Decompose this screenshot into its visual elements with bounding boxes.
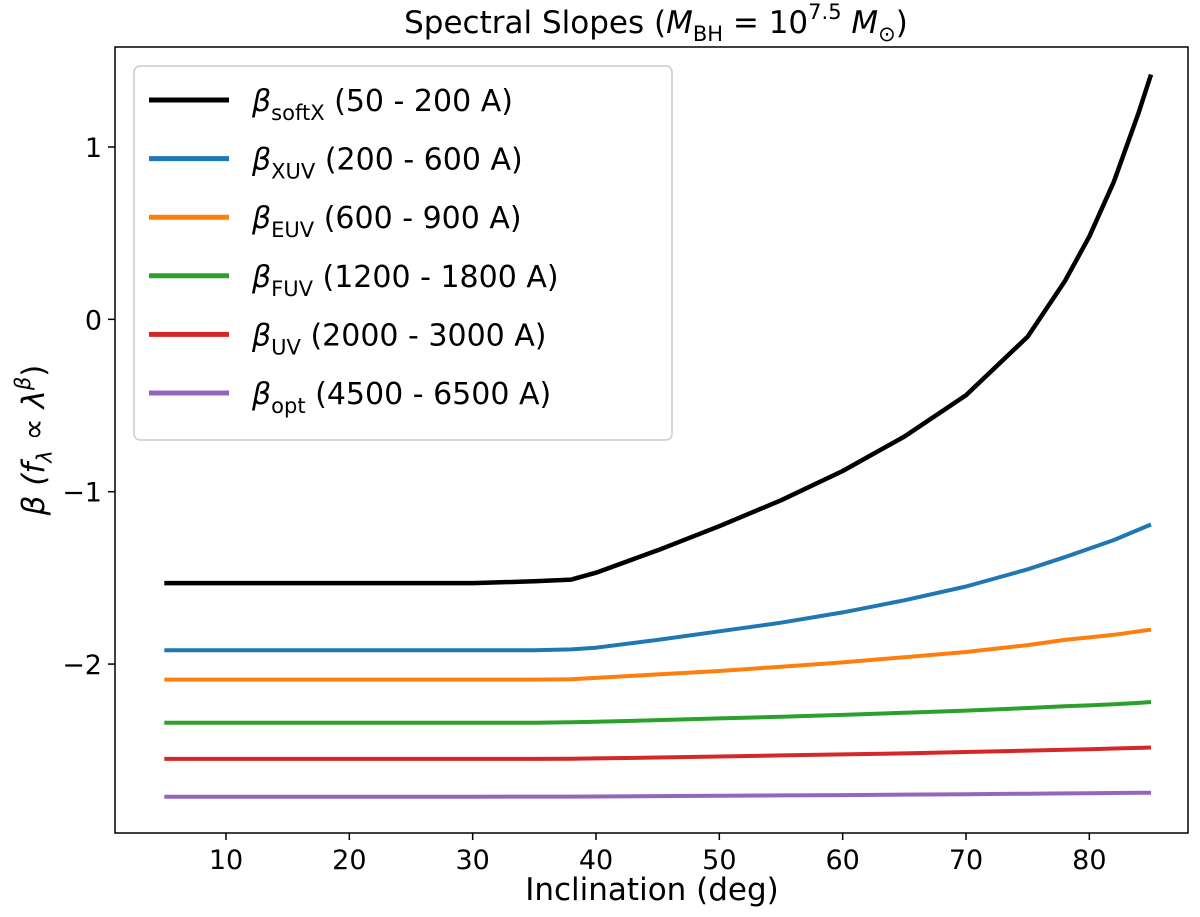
x-tick-label: 40 [579,845,613,876]
x-tick-label: 30 [455,845,489,876]
legend-label-opt: βopt (4500 - 6500 A) [251,377,551,418]
chart-title: Spectral Slopes (MBH = 107.5 M⊙) [404,0,908,46]
title-eq: = 10 [723,5,808,41]
x-axis-ticks: 10 20 30 40 50 60 70 80 [209,833,1107,876]
legend-entries: βsoftX (50 - 200 A) βXUV (200 - 600 A) βEU… [149,84,559,418]
y-tick-label: 1 [85,133,102,164]
series-line-UV [164,745,1152,761]
title-suffix: ) [896,5,908,41]
legend: βsoftX (50 - 200 A) βXUV (200 - 600 A) βEU… [133,65,673,441]
title-unit-sub: ⊙ [878,22,896,46]
title-unit: M [842,5,879,41]
x-tick-label: 20 [332,845,366,876]
series-lines [164,73,1154,799]
legend-label-XUV: βXUV (200 - 600 A) [251,143,523,184]
y-tick-label: −2 [62,650,102,681]
series-line-softX [164,73,1154,586]
axes-frame [114,46,1189,834]
x-tick-label: 60 [825,845,859,876]
legend-label-softX: βsoftX (50 - 200 A) [251,84,513,125]
y-axis-label: β (fλ ∝ λβ) [11,365,57,517]
ylabel-exp: β [11,377,35,391]
y-tick-label: −1 [62,478,102,509]
x-tick-label: 80 [1072,845,1106,876]
ylabel-prop: ∝ λ [16,390,52,450]
x-tick-label: 50 [702,845,736,876]
title-exp: 7.5 [808,0,841,24]
ylabel-f-sub: λ [33,450,57,463]
ylabel-close: ) [16,365,52,377]
legend-box [133,65,673,441]
y-tick-label: 0 [85,305,102,336]
y-axis-ticks: −2 −1 0 1 [62,133,115,681]
series-line-opt [164,790,1152,799]
legend-label-UV: βUV (2000 - 3000 A) [251,318,547,359]
legend-label-EUV: βEUV (600 - 900 A) [251,201,522,242]
plot-area [114,46,1189,834]
legend-label-FUV: βFUV (1200 - 1800 A) [251,260,559,301]
ylabel-sym: β ( [16,472,52,517]
title-prefix: Spectral Slopes ( [404,5,666,41]
series-line-XUV [164,522,1152,653]
series-line-FUV [164,700,1152,725]
title-var-sub: BH [693,22,723,46]
x-axis-label: Inclination (deg) [525,872,779,908]
x-tick-label: 10 [209,845,243,876]
series-line-EUV [164,627,1152,682]
x-tick-label: 70 [949,845,983,876]
title-var: M [666,5,693,41]
